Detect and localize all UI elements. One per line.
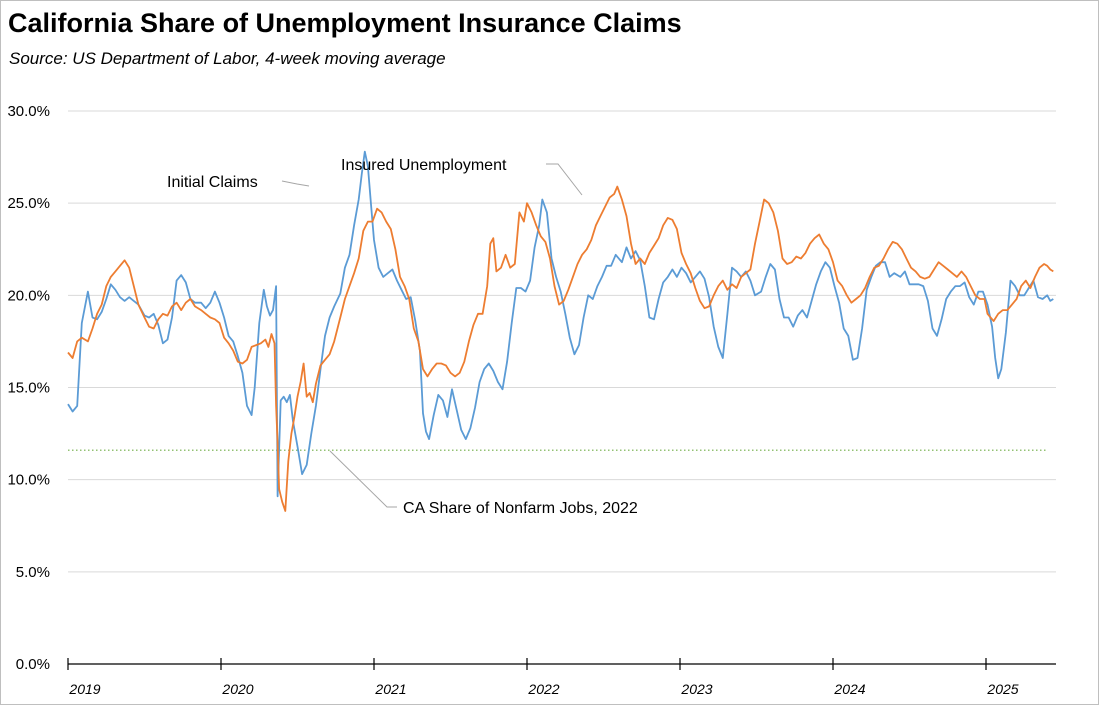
y-tick-label: 25.0% [7, 195, 50, 212]
y-tick-label: 5.0% [16, 564, 50, 581]
y-tick-label: 30.0% [7, 103, 50, 120]
y-axis: 0.0% 5.0% 10.0% 15.0% 20.0% 25.0% 30.0% [7, 103, 50, 673]
initial-claims-leader [281, 180, 310, 187]
nonfarm-jobs-leader [329, 450, 397, 508]
x-tick-label: 2023 [680, 681, 712, 697]
y-tick-label: 15.0% [7, 380, 50, 397]
chart-subtitle: Source: US Department of Labor, 4-week m… [9, 49, 446, 68]
grid-lines [68, 110, 1056, 573]
annotations: Initial Claims Insured Unemployment CA S… [167, 157, 638, 517]
x-tick-label: 2024 [833, 681, 865, 697]
x-tick-label: 2020 [221, 681, 253, 697]
x-tick-label: 2019 [68, 681, 100, 697]
y-tick-label: 20.0% [7, 287, 50, 304]
insured-unemployment-annotation: Insured Unemployment [341, 157, 507, 174]
initial-series-line [67, 150, 1054, 498]
nonfarm-jobs-annotation: CA Share of Nonfarm Jobs, 2022 [403, 500, 638, 517]
x-axis: 2019 2020 2021 2022 2023 2024 2025 [67, 658, 1056, 697]
x-tick-label: 2025 [986, 681, 1018, 697]
series-group [67, 150, 1054, 512]
insured-series-line [67, 185, 1054, 512]
initial-claims-annotation: Initial Claims [167, 174, 258, 191]
x-tick-label: 2022 [527, 681, 559, 697]
y-tick-label: 0.0% [16, 656, 50, 673]
y-tick-label: 10.0% [7, 472, 50, 489]
chart-title: California Share of Unemployment Insuran… [8, 8, 682, 38]
x-tick-label: 2021 [374, 681, 406, 697]
insured-unemployment-leader [546, 163, 583, 196]
